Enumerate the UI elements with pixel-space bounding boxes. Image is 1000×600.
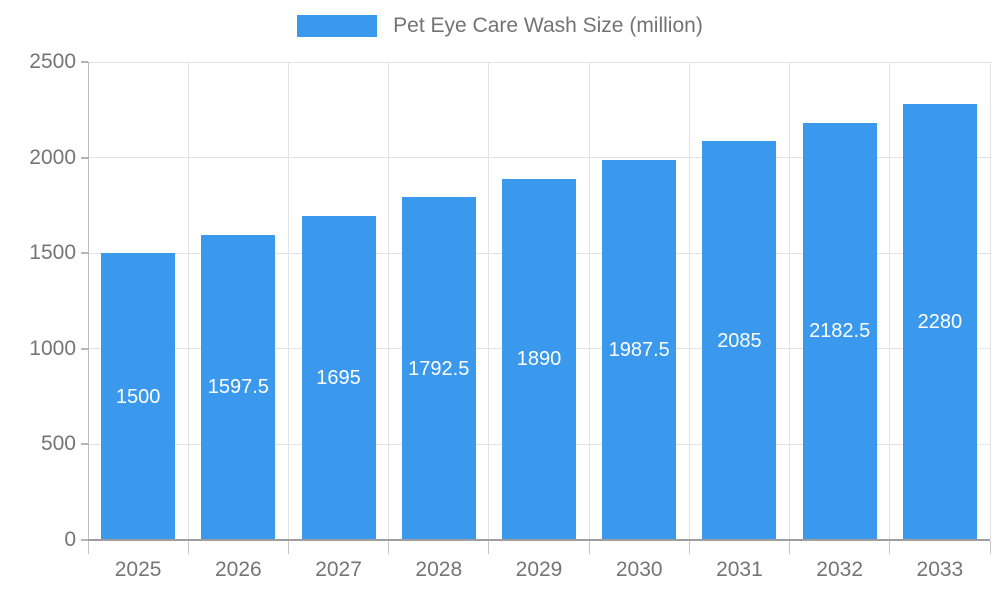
- x-tick-label: 2027: [315, 558, 362, 581]
- x-tick-label: 2033: [916, 558, 964, 581]
- x-tick-label: 2031: [716, 558, 763, 581]
- y-tick-label: 1000: [29, 336, 76, 360]
- v-gridline: [488, 62, 490, 540]
- legend-swatch[interactable]: [297, 15, 378, 37]
- x-tick-label: 2025: [114, 558, 162, 581]
- bar[interactable]: 1695: [301, 215, 376, 540]
- x-axis-tick: [889, 541, 891, 554]
- v-gridline: [889, 62, 891, 540]
- y-tick-label: 2000: [29, 145, 76, 169]
- bar-value-label: 1500: [115, 385, 161, 408]
- x-axis-line: [88, 539, 990, 541]
- bar[interactable]: 1500: [101, 253, 176, 540]
- v-gridline: [287, 62, 289, 540]
- y-axis-tick: [81, 61, 88, 63]
- bar-value-label: 2182.5: [809, 320, 871, 343]
- bar-value-label: 1792.5: [408, 357, 470, 380]
- v-gridline: [588, 62, 590, 540]
- y-axis-tick: [81, 156, 88, 159]
- y-tick-label: 0: [64, 528, 76, 551]
- bar-value-label: 1597.5: [207, 376, 269, 399]
- bar[interactable]: 1597.5: [201, 234, 276, 540]
- x-tick-label: 2028: [415, 558, 463, 581]
- y-tick-label: 500: [40, 432, 76, 456]
- y-tick-label: 2500: [29, 50, 76, 73]
- v-gridline: [789, 62, 791, 540]
- bar-value-label: 1987.5: [608, 338, 670, 361]
- x-axis-tick: [287, 541, 289, 554]
- v-gridline: [688, 62, 690, 540]
- bar[interactable]: 1890: [502, 178, 576, 540]
- h-gridline: [88, 61, 990, 63]
- legend-label: Pet Eye Care Wash Size (million): [393, 14, 703, 37]
- x-axis-tick: [488, 541, 490, 554]
- bar-value-label: 2085: [717, 329, 762, 352]
- y-axis-tick: [81, 347, 88, 350]
- x-axis-tick: [187, 541, 189, 554]
- y-tick-label: 1500: [29, 241, 76, 265]
- v-gridline: [388, 62, 390, 540]
- x-tick-label: 2032: [816, 558, 864, 581]
- h-gridline: [88, 157, 990, 159]
- y-axis-tick: [81, 443, 88, 446]
- x-axis-tick: [388, 541, 390, 554]
- chart-legend: Pet Eye Care Wash Size (million): [0, 14, 1000, 38]
- x-axis-tick: [688, 541, 690, 554]
- y-axis-tick: [81, 539, 88, 541]
- bar-value-label: 1890: [516, 348, 562, 371]
- bar-value-label: 2280: [917, 311, 963, 334]
- bar[interactable]: 1987.5: [602, 159, 677, 540]
- x-axis-tick: [989, 541, 991, 554]
- plot-area: 1500 1597.5 1695 1792.5 1890 1987.5 2085 2182.5…: [87, 61, 991, 540]
- x-axis-tick: [87, 541, 89, 554]
- y-axis-line: [88, 62, 89, 540]
- bar[interactable]: 2085: [702, 141, 777, 540]
- bar[interactable]: 2182.5: [802, 122, 877, 540]
- v-gridline: [989, 62, 991, 540]
- y-axis-tick: [81, 252, 88, 255]
- x-tick-label: 2029: [515, 558, 563, 581]
- x-tick-label: 2030: [615, 558, 663, 581]
- x-axis-tick: [588, 541, 590, 554]
- x-axis-tick: [789, 541, 791, 554]
- bar-value-label: 1695: [316, 366, 361, 389]
- x-tick-label: 2026: [214, 558, 262, 581]
- v-gridline: [187, 62, 189, 540]
- bar[interactable]: 2280: [902, 104, 977, 540]
- bar[interactable]: 1792.5: [401, 197, 476, 540]
